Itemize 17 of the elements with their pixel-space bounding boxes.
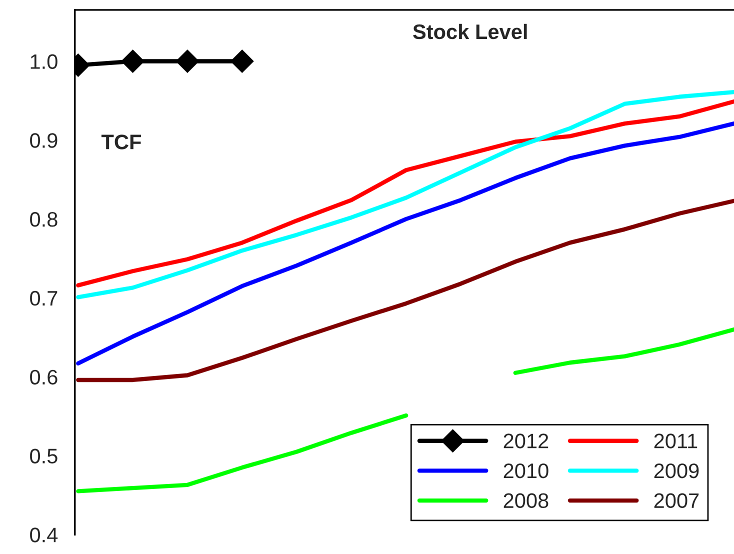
legend-label: 2009 [654,463,699,478]
y-tick-label: 0.8 [30,212,58,227]
legend-label: 2007 [654,493,699,508]
legend-label: 2008 [504,493,548,508]
y-tick-label: 0.6 [30,370,58,385]
y-tick-label: 1.0 [30,54,58,70]
y-axis-title: TCF [101,134,141,150]
y-tick-label: 0.5 [30,448,58,464]
legend-label: 2011 [654,434,698,448]
legend-label: 2012 [504,434,548,448]
line-series [76,198,734,382]
line-series [76,121,734,366]
y-tick-label: 0.4 [30,528,58,542]
legend-label: 2010 [504,463,548,478]
y-tick-label: 0.9 [30,133,58,148]
text: Stock Level [413,24,527,40]
y-tick-label: 0.7 [30,290,58,306]
